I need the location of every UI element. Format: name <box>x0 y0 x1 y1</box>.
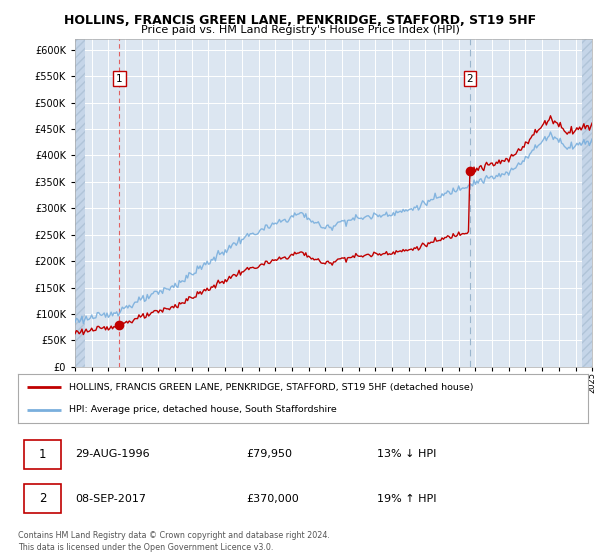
Text: £79,950: £79,950 <box>246 449 292 459</box>
Text: £370,000: £370,000 <box>246 494 299 504</box>
Text: Contains HM Land Registry data © Crown copyright and database right 2024.
This d: Contains HM Land Registry data © Crown c… <box>18 531 330 552</box>
Bar <box>582 39 592 367</box>
Text: 2: 2 <box>39 492 46 506</box>
Text: 08-SEP-2017: 08-SEP-2017 <box>75 494 146 504</box>
Text: HOLLINS, FRANCIS GREEN LANE, PENKRIDGE, STAFFORD, ST19 5HF: HOLLINS, FRANCIS GREEN LANE, PENKRIDGE, … <box>64 14 536 27</box>
Text: 1: 1 <box>116 73 123 83</box>
FancyBboxPatch shape <box>24 440 61 469</box>
Text: Price paid vs. HM Land Registry's House Price Index (HPI): Price paid vs. HM Land Registry's House … <box>140 25 460 35</box>
Bar <box>75 39 85 367</box>
Text: HOLLINS, FRANCIS GREEN LANE, PENKRIDGE, STAFFORD, ST19 5HF (detached house): HOLLINS, FRANCIS GREEN LANE, PENKRIDGE, … <box>70 383 474 392</box>
Text: 2: 2 <box>467 73 473 83</box>
Text: 29-AUG-1996: 29-AUG-1996 <box>75 449 149 459</box>
Text: 1: 1 <box>39 447 46 461</box>
Text: HPI: Average price, detached house, South Staffordshire: HPI: Average price, detached house, Sout… <box>70 405 337 414</box>
Text: 19% ↑ HPI: 19% ↑ HPI <box>377 494 437 504</box>
Text: 13% ↓ HPI: 13% ↓ HPI <box>377 449 436 459</box>
FancyBboxPatch shape <box>24 484 61 514</box>
